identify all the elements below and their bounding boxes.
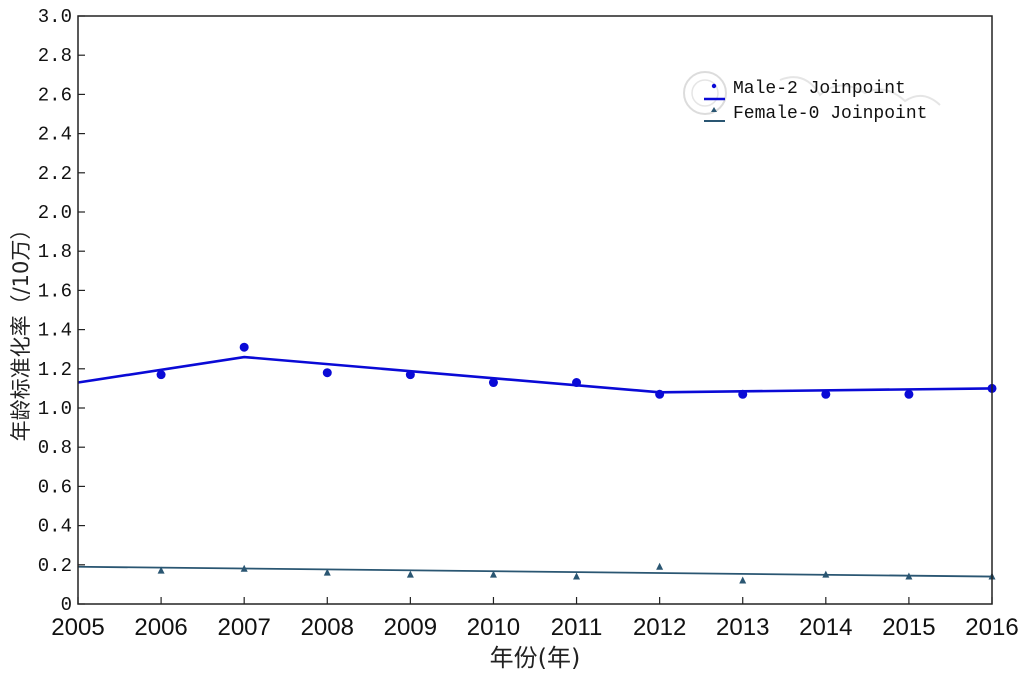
y-tick-label: 2.4 [38,124,72,146]
plot-frame [77,15,993,605]
data-point-female [905,572,913,580]
x-axis-ticks: 2005 2006 2007 2008 2009 2010 2011 2012 2013 2014… [51,614,1018,641]
x-tick-label: 2016 [965,614,1018,641]
y-tick-label: 1.2 [38,359,72,381]
x-tick-label: 2011 [551,614,603,641]
x-tick-label: 2013 [716,614,769,641]
y-tick-label: 1.8 [38,241,72,263]
watermark-logo [683,71,941,115]
y-tick-label: 3.0 [38,6,72,28]
legend-marker-male [711,83,717,89]
y-tick-label: 0.8 [38,437,72,459]
x-tick-label: 2012 [633,614,686,641]
y-tick-label: 0.4 [38,516,72,538]
data-point-male [655,389,665,399]
data-point-male [322,368,332,378]
data-point-male [156,370,166,380]
x-tick-label: 2007 [217,614,270,641]
data-point-male [821,389,831,399]
data-point-female [822,570,830,578]
y-tick-label: 2.6 [38,84,72,106]
legend-label-male: Male-2 Joinpoint [733,79,906,99]
legend-item-female: Female-0 Joinpoint [704,104,927,124]
y-axis-ticks: 0 0.2 0.4 0.6 0.8 1.0 1.2 1.4 1.6 1.8 2.0 2.2 2.4 2.6… [38,6,72,616]
legend-label-female: Female-0 Joinpoint [733,104,927,124]
y-tick-label: 2.8 [38,45,72,67]
y-tick-label: 1.4 [38,320,72,342]
x-tick-label: 2015 [882,614,935,641]
x-tick-label: 2009 [384,614,437,641]
x-tick-label: 2010 [467,614,520,641]
legend: Male-2 Joinpoint Female-0 Joinpoint [704,79,927,124]
y-tick-label: 1.0 [38,398,72,420]
data-point-female [739,576,747,584]
y-tick-label: 2.2 [38,163,72,185]
data-point-male [904,389,914,399]
legend-item-male: Male-2 Joinpoint [704,79,906,101]
data-point-male [405,370,415,380]
data-point-female [406,570,414,578]
x-tick-label: 2014 [799,614,852,641]
y-tick-label: 0.2 [38,555,72,577]
data-point-female [573,572,581,580]
y-tick-label: 2.0 [38,202,72,224]
x-axis-title: 年份(年) [490,644,581,672]
data-point-male [488,378,498,388]
y-axis-title: 年龄标准化率（/10万） [9,219,33,442]
data-point-female [489,570,497,578]
data-point-male [572,378,582,388]
series-line-male [77,355,993,394]
series-layer [77,342,997,584]
data-point-male [738,389,748,399]
data-point-female [240,564,248,572]
y-tick-label: 1.6 [38,280,72,302]
data-point-male [239,342,249,352]
tick-marks [77,15,993,605]
x-tick-label: 2005 [51,614,104,641]
legend-marker-female [711,107,717,112]
data-point-female [157,566,165,574]
data-point-female [323,568,331,576]
x-tick-label: 2008 [301,614,354,641]
y-tick-label: 0 [61,594,72,616]
x-tick-label: 2006 [134,614,187,641]
series-line-female [77,565,993,578]
y-tick-label: 0.6 [38,476,72,498]
data-point-female [656,562,664,570]
